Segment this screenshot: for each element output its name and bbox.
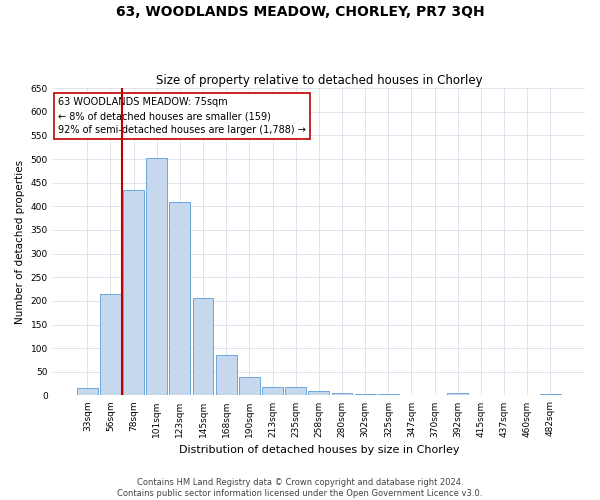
Bar xyxy=(262,387,283,396)
Bar xyxy=(540,394,561,396)
Bar xyxy=(100,294,121,396)
Text: 63, WOODLANDS MEADOW, CHORLEY, PR7 3QH: 63, WOODLANDS MEADOW, CHORLEY, PR7 3QH xyxy=(116,5,484,19)
Y-axis label: Number of detached properties: Number of detached properties xyxy=(15,160,25,324)
Bar xyxy=(332,393,352,396)
Bar xyxy=(448,393,468,396)
Bar xyxy=(355,394,376,396)
Text: 63 WOODLANDS MEADOW: 75sqm
← 8% of detached houses are smaller (159)
92% of semi: 63 WOODLANDS MEADOW: 75sqm ← 8% of detac… xyxy=(58,98,306,136)
Bar xyxy=(193,298,214,396)
Bar xyxy=(146,158,167,396)
Text: Contains HM Land Registry data © Crown copyright and database right 2024.
Contai: Contains HM Land Registry data © Crown c… xyxy=(118,478,482,498)
Bar xyxy=(123,190,144,396)
Title: Size of property relative to detached houses in Chorley: Size of property relative to detached ho… xyxy=(155,74,482,87)
Bar xyxy=(308,390,329,396)
Bar xyxy=(216,355,236,396)
Bar xyxy=(285,387,306,396)
X-axis label: Distribution of detached houses by size in Chorley: Distribution of detached houses by size … xyxy=(179,445,459,455)
Bar xyxy=(169,202,190,396)
Bar xyxy=(378,394,399,396)
Bar xyxy=(239,378,260,396)
Bar xyxy=(77,388,98,396)
